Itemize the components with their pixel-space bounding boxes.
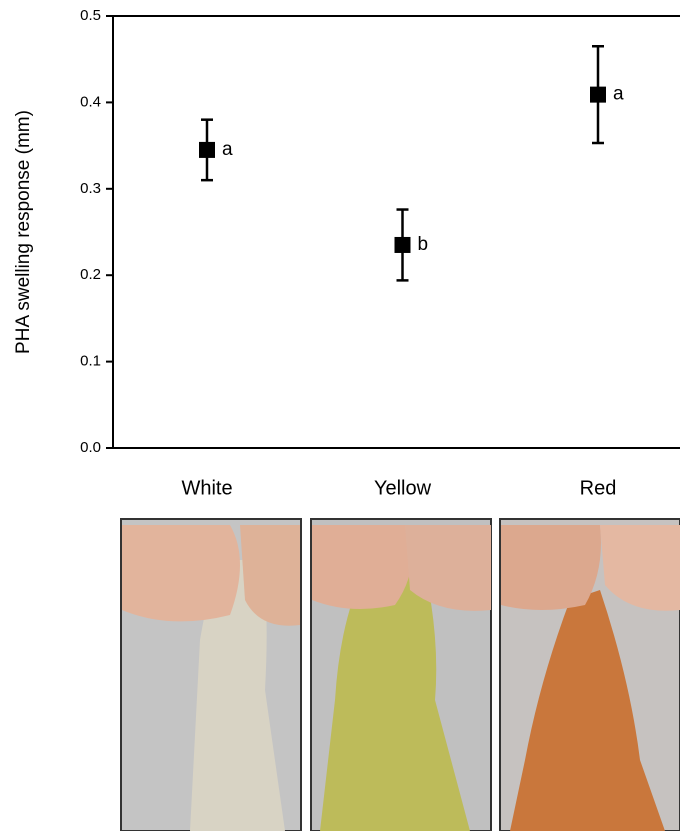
x-category-label: Yellow (374, 477, 432, 499)
y-tick-label: 0.0 (80, 439, 101, 456)
photo-white (121, 519, 301, 831)
point (590, 87, 606, 103)
figure: PHA swelling response (mm) 0.0 0.1 0.2 0.3 0… (0, 0, 680, 831)
x-category-label: Red (580, 477, 617, 499)
y-tick-label: 0.3 (80, 180, 101, 197)
x-category-label: White (181, 477, 232, 499)
photo-red (500, 519, 680, 831)
y-axis-label: PHA swelling response (mm) (13, 110, 34, 354)
photos (121, 519, 680, 831)
point (395, 237, 411, 253)
y-tick-label: 0.2 (80, 266, 101, 283)
y-tick-label: 0.4 (80, 93, 101, 110)
y-tick-label: 0.5 (80, 7, 101, 24)
y-tick-label: 0.1 (80, 353, 101, 370)
annotation: a (613, 84, 624, 105)
annotation: b (418, 234, 429, 255)
point (199, 142, 215, 158)
photo-yellow (311, 519, 491, 831)
annotation: a (222, 139, 233, 160)
